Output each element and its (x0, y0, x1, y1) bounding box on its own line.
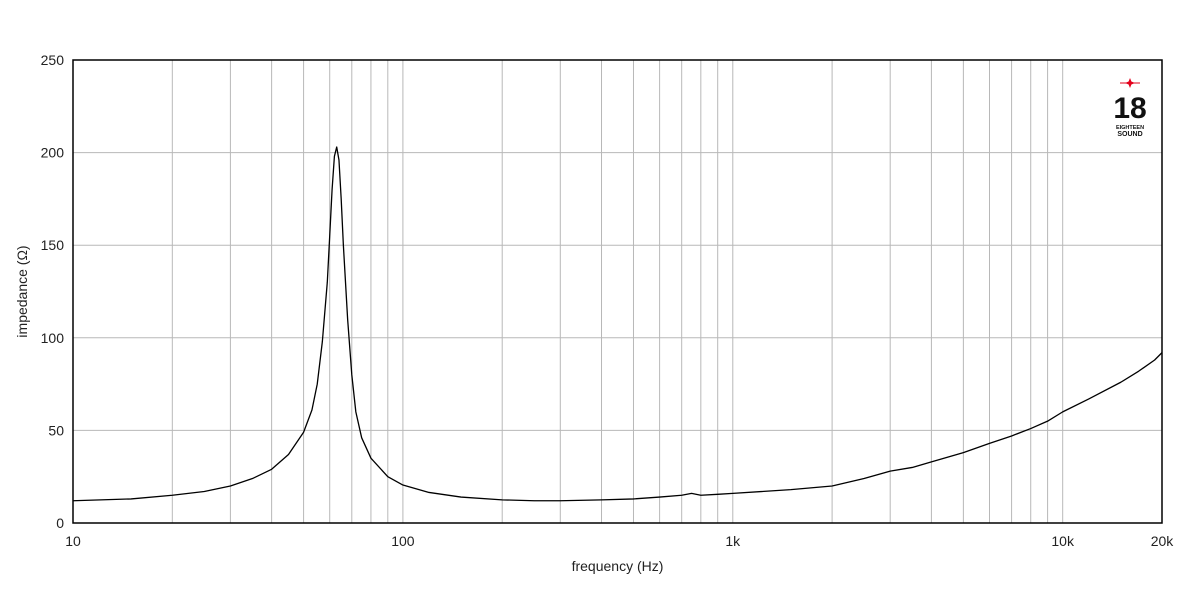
x-tick-label: 10 (65, 533, 81, 549)
star-icon (1125, 78, 1135, 88)
x-axis-title: frequency (Hz) (572, 558, 664, 574)
logo-line2: SOUND (1117, 131, 1142, 138)
x-tick-label: 1k (725, 533, 741, 549)
logo-number: 18 (1113, 92, 1146, 125)
eighteen-sound-logo: 18 EIGHTEEN SOUND (1113, 78, 1147, 138)
y-tick-label: 150 (41, 237, 65, 253)
x-tick-label: 10k (1051, 533, 1075, 549)
y-tick-label: 200 (41, 145, 65, 161)
y-tick-label: 0 (56, 515, 64, 531)
x-axis-ticks: 10 100 1k 10k 20k (65, 533, 1174, 549)
y-axis-ticks: 0 50 100 150 200 250 (41, 52, 65, 531)
x-tick-label: 100 (391, 533, 415, 549)
y-tick-label: 50 (48, 422, 64, 438)
plot-frame (72, 59, 1163, 524)
y-axis-title: impedance (Ω) (14, 245, 30, 337)
series-line-impedance (72, 146, 1163, 502)
grid-lines (73, 60, 1162, 523)
y-tick-label: 250 (41, 52, 65, 68)
x-tick-label: 20k (1151, 533, 1175, 549)
y-tick-label: 100 (41, 330, 65, 346)
logo-line1: EIGHTEEN (1116, 125, 1144, 131)
